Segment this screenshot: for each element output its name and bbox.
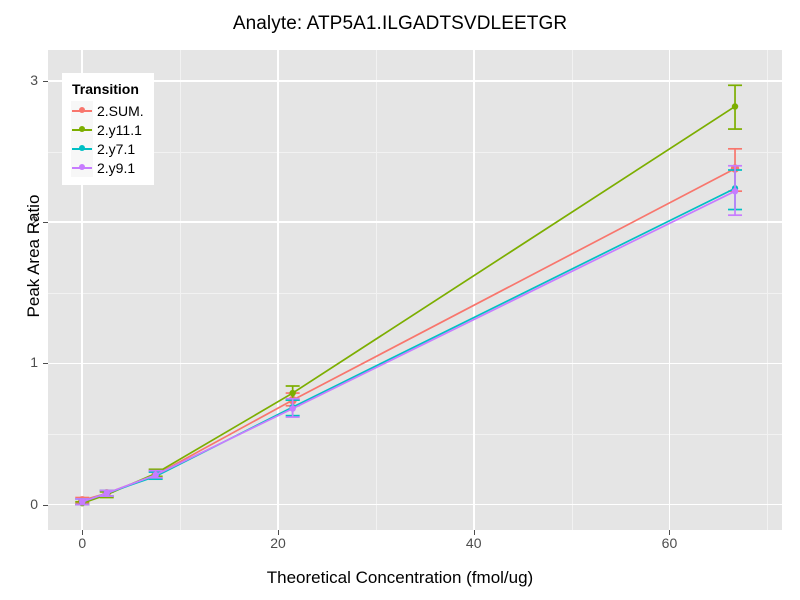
gridline-minor-vertical [571,50,573,530]
x-tick-label: 0 [78,535,87,551]
x-tick-mark [473,530,475,535]
gridline-minor-vertical [767,50,769,530]
gridline-major-vertical [472,50,475,530]
data-point [289,405,296,412]
chart-title: Analyte: ATP5A1.ILGADTSVDLEETGR [232,13,568,34]
x-axis-title: Theoretical Concentration (fmol/ug) [266,568,534,587]
gridline-major-horizontal [48,80,782,82]
data-series-layer [75,84,743,507]
legend-item-label: 2.y7.1 [97,140,136,157]
series-2-y11-1 [75,84,743,507]
data-point [731,187,739,195]
series-line [81,105,736,504]
gridline-minor-horizontal [48,292,782,294]
legend-key-icon [71,101,93,120]
x-tick-mark [82,530,84,535]
gridline-major-horizontal [48,362,782,365]
gridline-major-vertical [668,50,671,530]
data-point [731,103,739,110]
y-axis-title: Peak Area Ratio [24,194,43,318]
legend-title: Transition [72,81,139,97]
series-2-y9-1 [75,164,743,506]
gridline-minor-horizontal [48,434,782,435]
gridline-minor-vertical [375,50,377,530]
legend: Transition 2.SUM. 2.y11.1 2.y7.1 2.y9.1 [62,73,154,185]
legend-item[interactable]: 2.y9.1 [71,158,144,177]
y-tick-label: 3 [30,72,38,89]
legend-key-icon [71,158,93,177]
gridline-major-vertical [81,50,84,530]
y-tick-label: 1 [30,354,38,371]
y-tick-mark [43,81,48,83]
legend-item[interactable]: 2.y11.1 [71,120,144,139]
series-line [82,167,736,502]
series-2-y7-1 [75,169,743,506]
x-tick-mark [669,530,671,535]
legend-item-label: 2.y11.1 [97,121,142,138]
series-line [81,190,736,503]
x-tick-label: 20 [270,535,286,551]
x-tick-mark [277,530,279,535]
legend-item-label: 2.SUM. [97,102,144,119]
legend-item-label: 2.y9.1 [97,159,136,176]
legend-key-icon [71,139,93,158]
y-tick-mark [43,222,48,224]
legend-key-icon [71,120,93,139]
series-line [81,187,736,503]
legend-item[interactable]: 2.SUM. [71,101,144,120]
data-point [289,389,296,397]
legend-items: 2.SUM. 2.y11.1 2.y7.1 2.y9.1 [71,101,144,177]
x-tick-label: 40 [465,535,482,551]
gridline-major-horizontal [48,503,782,506]
gridline-major-vertical [277,50,279,530]
data-point [103,490,110,497]
data-point [152,471,159,479]
x-tick-label: 60 [661,535,678,551]
gridline-minor-horizontal [48,151,782,153]
series-2-sum- [75,147,743,505]
data-point [79,498,86,505]
y-tick-label: 2 [30,213,38,230]
y-tick-mark [43,363,48,365]
y-tick-mark [43,504,48,506]
legend-item[interactable]: 2.y7.1 [71,139,144,158]
plot-panel [48,50,782,530]
gridline-minor-vertical [180,50,182,530]
y-tick-label: 0 [30,495,38,512]
gridline-major-horizontal [48,221,782,224]
